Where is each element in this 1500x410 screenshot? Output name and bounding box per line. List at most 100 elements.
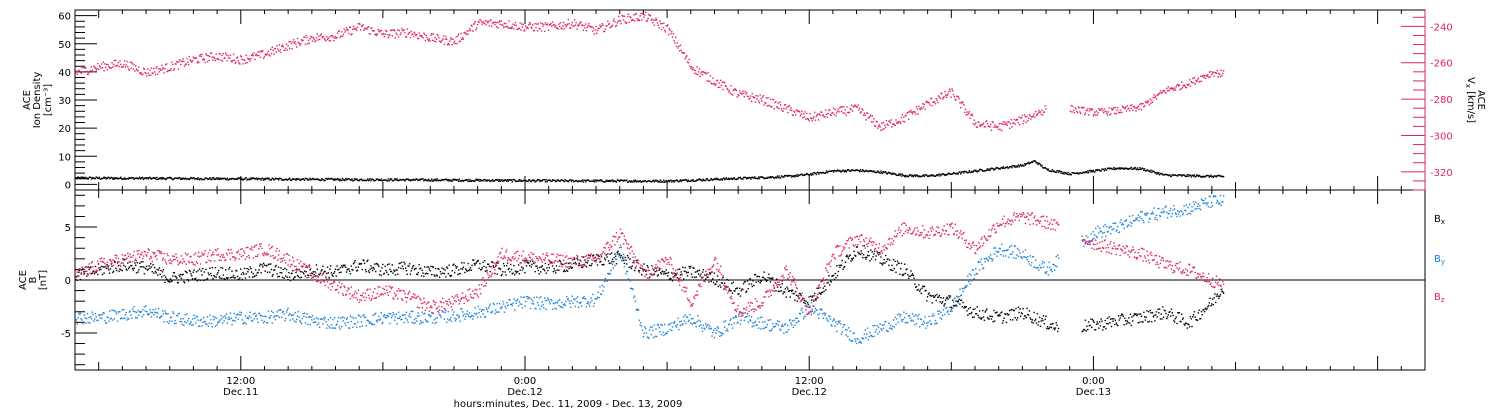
by-series-point [206, 316, 209, 318]
density-series-point [880, 170, 882, 172]
density-series-point [1206, 174, 1208, 177]
bx-series-point [552, 270, 555, 273]
bx-series-point [749, 278, 751, 280]
density-series-point [140, 177, 142, 180]
density-series-point [1019, 164, 1021, 167]
vx-series-point [539, 28, 541, 30]
bx-series-point [145, 268, 147, 270]
vx-series-point [518, 27, 521, 30]
density-series-point [1136, 167, 1139, 169]
vx-series-point [591, 26, 593, 28]
top-panel-frame [74, 9, 1426, 191]
density-series-point [826, 171, 828, 174]
density-series-point [1192, 175, 1195, 177]
vx-series-extra-point [1142, 102, 1144, 105]
bx-series-point [401, 261, 403, 263]
vx-series-extra-point [1161, 92, 1163, 94]
density-series-point [1212, 176, 1215, 179]
vx-series-point [766, 105, 768, 107]
bx-series-point [135, 264, 137, 267]
vx-series-extra-point [1132, 105, 1135, 108]
bx-series-point [138, 269, 140, 271]
vx-series-point [536, 23, 538, 25]
bx-series-point [324, 270, 326, 273]
density-series-point [480, 179, 482, 181]
vx-series-point [285, 43, 288, 45]
vx-series-point [387, 36, 390, 39]
density-series-point [262, 177, 264, 180]
density-series-point [431, 178, 433, 180]
density-series-point [220, 178, 222, 180]
density-series-point [1059, 170, 1061, 173]
bx-series-point [1002, 320, 1005, 322]
by-series-point [180, 320, 183, 323]
bx-series-point [874, 258, 877, 261]
vx-series-point [104, 63, 106, 65]
density-series-point [309, 177, 311, 180]
vx-series-point [534, 22, 536, 25]
by-series-point [121, 309, 123, 311]
by-series-point [153, 311, 156, 313]
bx-series-point [114, 261, 116, 263]
bx-series-point [528, 262, 530, 264]
vx-series-extra-point [1181, 81, 1183, 83]
bx-series-point [1027, 313, 1029, 316]
density-series-point [626, 181, 629, 183]
by-series-point [316, 324, 318, 326]
bx-series-point [566, 270, 569, 272]
bx-series-point [735, 287, 738, 290]
bx-series-point [1209, 297, 1211, 300]
vx-series-point [967, 113, 969, 116]
bx-series-point [412, 264, 415, 267]
density-series-point [270, 179, 273, 181]
vx-series-point [750, 95, 752, 97]
bx-series-point [862, 254, 865, 256]
vx-series-point [382, 33, 384, 36]
density-series-point [1155, 171, 1157, 174]
bx-series-point [128, 266, 131, 268]
bx-series-point [940, 297, 942, 299]
density-series-point [471, 179, 473, 182]
bx-series-point [1151, 321, 1153, 323]
vx-series-point [937, 95, 940, 97]
bx-series-point [987, 318, 990, 320]
vx-series-point [328, 39, 330, 42]
vx-series-point [198, 55, 201, 57]
density-series-point [780, 175, 783, 177]
vx-series-point [828, 108, 831, 111]
vx-series-point [378, 31, 381, 33]
bx-series-point [113, 261, 116, 263]
bx-series-point [320, 270, 322, 272]
density-series-point [693, 180, 695, 182]
density-series-point [277, 178, 279, 180]
vx-series-point [277, 50, 280, 52]
vx-series-point [827, 112, 829, 115]
vx-series-point [753, 96, 756, 99]
density-series-point [1171, 174, 1173, 176]
vx-series-point [416, 37, 419, 40]
bx-series-point [133, 267, 135, 270]
density-series-point [1218, 175, 1221, 177]
density-series-point [925, 174, 927, 176]
vx-series-point [581, 24, 583, 27]
bx-series-point [1204, 307, 1207, 309]
bx-series-point [277, 275, 279, 278]
density-series-point [664, 180, 667, 183]
bx-series-point [322, 272, 325, 274]
bx-series-point [840, 264, 843, 267]
vx-series-point [793, 110, 795, 113]
bx-series-point [810, 295, 812, 297]
density-series-point [675, 180, 677, 182]
bx-series-point [835, 277, 837, 279]
density-series-point [986, 169, 988, 171]
bx-series-point [659, 268, 661, 270]
bx-series-point [548, 266, 551, 269]
vx-series-point [350, 34, 352, 36]
density-series-point [1089, 169, 1091, 172]
vx-series-point [86, 70, 88, 73]
density-series-point [593, 181, 596, 183]
density-series-point [765, 177, 768, 179]
vx-series-extra-point [1218, 73, 1221, 76]
vx-series-point [218, 53, 221, 55]
density-series-point [114, 177, 116, 179]
